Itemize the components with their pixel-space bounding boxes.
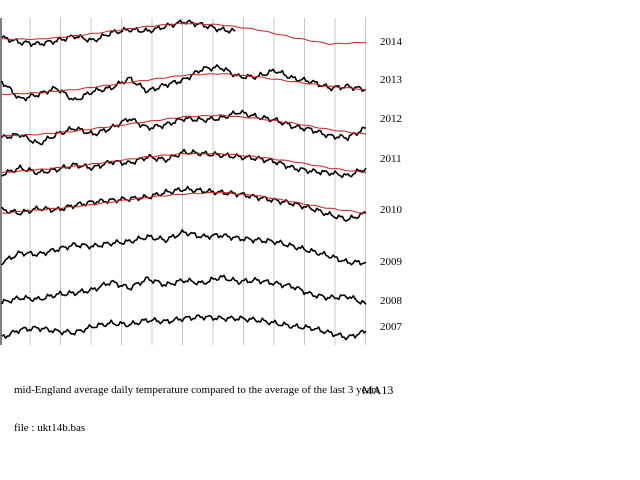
file-name-note: file : ukt14b.bas [14,422,86,434]
year-traces [1,19,367,341]
temperature-line-2007 [1,314,367,341]
year-label-2007: 2007 [380,321,403,333]
chart-caption: mid-England average daily temperature co… [14,384,380,396]
temperature-line-2009 [1,229,367,266]
average-line-2014 [2,22,367,45]
year-label-2013: 2013 [380,74,403,86]
temperature-line-2012 [1,109,367,146]
temperature-line-2008 [1,274,367,305]
year-labels: 2014 2013 2012 2011 2010 2009 2008 2007 [380,36,403,333]
year-label-2014: 2014 [380,36,403,48]
average-line-2013 [1,73,367,96]
average-line-2010 [1,191,367,214]
year-label-2012: 2012 [380,113,402,125]
year-label-2008: 2008 [380,295,403,307]
year-label-2009: 2009 [380,256,403,268]
year-label-2011: 2011 [380,153,402,165]
average-line-2011 [1,152,367,174]
year-label-2010: 2010 [380,204,403,216]
average-line-2012 [1,114,367,137]
temperature-line-2013 [1,64,367,102]
temperature-line-2011 [1,148,367,179]
vertical-gridlines [29,18,366,345]
temperature-line-2010 [1,185,367,222]
chart-caption-tag: MA13 [362,383,394,397]
